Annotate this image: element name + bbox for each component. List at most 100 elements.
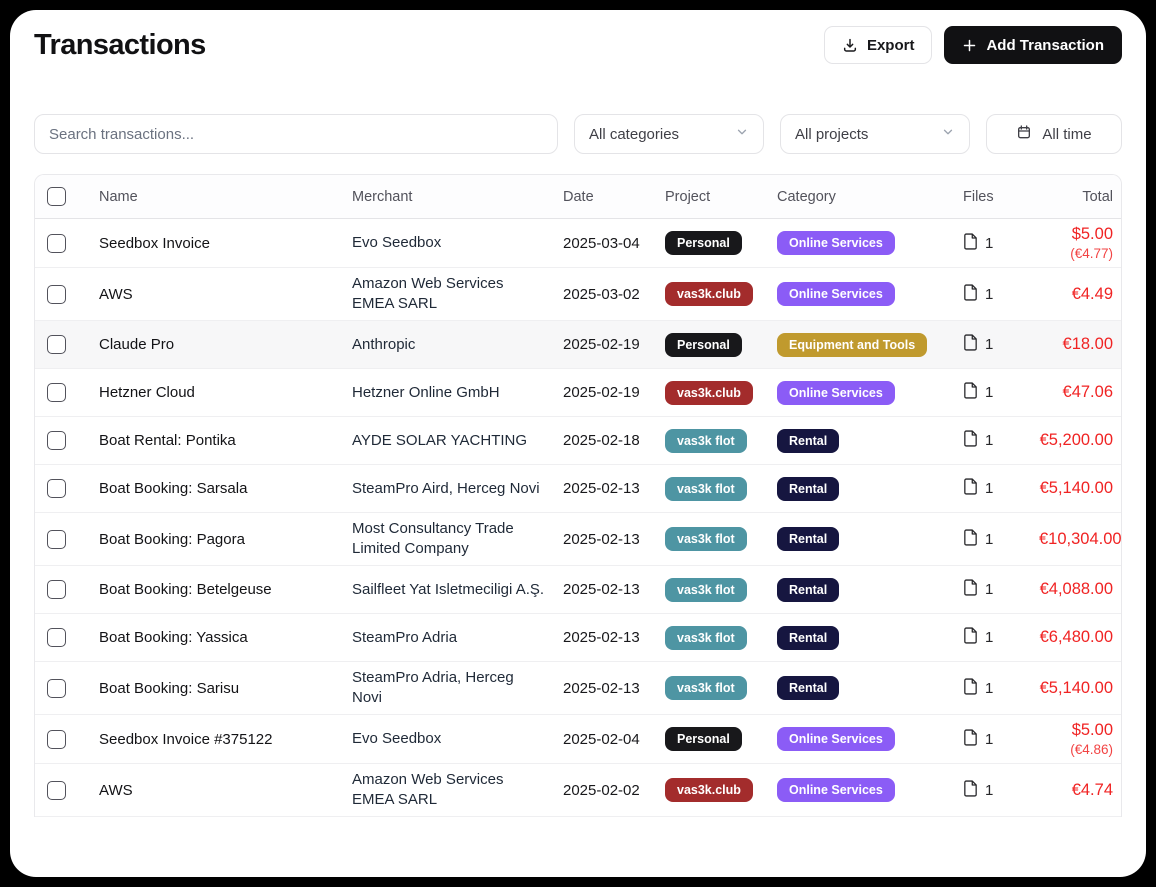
table-row[interactable]: AWS Amazon Web Services EMEA SARL 2025-0… — [35, 764, 1121, 817]
table-row[interactable]: Hetzner Cloud Hetzner Online GmbH 2025-0… — [35, 369, 1121, 417]
category-badge: Online Services — [777, 727, 895, 751]
categories-select[interactable]: All categories — [574, 114, 764, 154]
plus-icon — [962, 38, 977, 53]
transaction-merchant: Anthropic — [352, 335, 416, 353]
total-amount: €4.49 — [1071, 284, 1113, 303]
row-checkbox[interactable] — [47, 479, 66, 498]
transaction-date: 2025-02-19 — [563, 384, 640, 401]
download-icon — [842, 37, 858, 53]
project-badge: vas3k flot — [665, 476, 747, 501]
row-checkbox[interactable] — [47, 780, 66, 800]
row-checkbox[interactable] — [47, 284, 66, 304]
files-cell: 1 — [963, 728, 1039, 750]
transaction-total: $5.00 (€4.86) — [1039, 721, 1121, 757]
table-row[interactable]: Boat Booking: Pagora Most Consultancy Tr… — [35, 513, 1121, 566]
transaction-total: $5.00 (€4.77) — [1039, 225, 1121, 261]
transaction-merchant: Evo Seedbox — [352, 730, 442, 747]
page-header: Transactions Export Add Transaction — [34, 26, 1122, 64]
category-badge: Online Services — [777, 282, 895, 306]
files-cell: 1 — [963, 579, 1039, 600]
transaction-total: €5,200.00 — [1039, 431, 1121, 450]
category-badge: Rental — [777, 676, 840, 700]
row-checkbox[interactable] — [47, 233, 66, 253]
add-transaction-button[interactable]: Add Transaction — [944, 26, 1122, 64]
files-count: 1 — [985, 432, 994, 449]
category-badge: Online Services — [777, 231, 895, 255]
transaction-name: Claude Pro — [99, 336, 175, 353]
table-row[interactable]: Boat Booking: Betelgeuse Sailfleet Yat I… — [35, 566, 1121, 614]
transaction-date: 2025-02-13 — [563, 530, 640, 548]
table-row[interactable]: Seedbox Invoice Evo Seedbox 2025-03-04 P… — [35, 219, 1121, 268]
transaction-date: 2025-02-13 — [563, 629, 640, 646]
row-checkbox[interactable] — [47, 383, 66, 402]
table-row[interactable]: Boat Rental: Pontika AYDE SOLAR YACHTING… — [35, 417, 1121, 465]
transaction-total: €5,140.00 — [1039, 479, 1121, 498]
transaction-total: €4,088.00 — [1039, 580, 1121, 599]
filters-bar: All categories All projects All time — [34, 114, 1122, 154]
project-badge: vas3k flot — [665, 428, 747, 453]
transaction-merchant: SteamPro Adria, Herceg Novi — [352, 669, 514, 706]
project-badge: Personal — [665, 727, 742, 751]
file-icon — [963, 677, 978, 699]
search-input[interactable] — [34, 114, 558, 154]
transactions-table: Name Merchant Date Project Category File… — [34, 174, 1122, 817]
export-button[interactable]: Export — [823, 26, 933, 64]
files-cell: 1 — [963, 478, 1039, 499]
projects-select-value: All projects — [795, 125, 869, 143]
transaction-name: AWS — [99, 781, 133, 799]
row-checkbox[interactable] — [47, 628, 66, 647]
table-row[interactable]: AWS Amazon Web Services EMEA SARL 2025-0… — [35, 268, 1121, 321]
category-badge: Rental — [777, 428, 840, 453]
total-amount: $5.00 — [1071, 225, 1113, 243]
table-body: Seedbox Invoice Evo Seedbox 2025-03-04 P… — [35, 219, 1121, 817]
category-badge: Rental — [777, 476, 840, 501]
file-icon — [963, 430, 978, 451]
project-badge: Personal — [665, 231, 742, 255]
total-amount: €5,140.00 — [1039, 479, 1113, 497]
files-count: 1 — [985, 629, 994, 646]
file-icon — [963, 382, 978, 403]
files-count: 1 — [985, 781, 994, 799]
row-checkbox[interactable] — [47, 580, 66, 599]
row-checkbox[interactable] — [47, 678, 66, 698]
total-amount: €5,140.00 — [1039, 678, 1113, 697]
row-checkbox[interactable] — [47, 335, 66, 354]
transaction-name: Hetzner Cloud — [99, 384, 195, 401]
files-count: 1 — [985, 530, 994, 548]
row-checkbox[interactable] — [47, 431, 66, 450]
table-row[interactable]: Boat Booking: Sarisu SteamPro Adria, Her… — [35, 662, 1121, 715]
transaction-date: 2025-03-04 — [563, 234, 640, 252]
categories-select-value: All categories — [589, 125, 680, 143]
export-button-label: Export — [866, 36, 915, 54]
transaction-merchant: Hetzner Online GmbH — [352, 383, 500, 401]
date-range-button[interactable]: All time — [986, 114, 1122, 154]
table-row[interactable]: Seedbox Invoice #375122 Evo Seedbox 2025… — [35, 715, 1121, 764]
file-icon — [963, 334, 978, 355]
transaction-total: €5,140.00 — [1039, 679, 1121, 698]
files-cell: 1 — [963, 382, 1039, 403]
transaction-name: Boat Booking: Pagora — [99, 530, 245, 548]
transaction-date: 2025-03-02 — [563, 285, 640, 303]
transaction-merchant: SteamPro Adria — [352, 628, 458, 646]
table-row[interactable]: Boat Booking: Yassica SteamPro Adria 202… — [35, 614, 1121, 662]
transaction-total: €10,304.00 — [1039, 530, 1121, 549]
project-badge: vas3k.club — [665, 282, 753, 306]
project-badge: vas3k.club — [665, 380, 753, 405]
projects-select[interactable]: All projects — [780, 114, 970, 154]
files-cell: 1 — [963, 779, 1039, 801]
row-checkbox[interactable] — [47, 729, 66, 749]
files-cell: 1 — [963, 677, 1039, 699]
total-amount: €4,088.00 — [1039, 580, 1113, 598]
column-header-files: Files — [963, 188, 994, 205]
project-badge: vas3k flot — [665, 625, 747, 650]
row-checkbox[interactable] — [47, 529, 66, 549]
category-badge: Rental — [777, 577, 840, 602]
transaction-name: Boat Booking: Betelgeuse — [99, 581, 272, 598]
transaction-name: Boat Rental: Pontika — [99, 432, 236, 449]
select-all-checkbox[interactable] — [47, 187, 66, 206]
file-icon — [963, 728, 978, 750]
project-badge: vas3k flot — [665, 527, 747, 551]
table-row[interactable]: Claude Pro Anthropic 2025-02-19 Personal… — [35, 321, 1121, 369]
table-row[interactable]: Boat Booking: Sarsala SteamPro Aird, Her… — [35, 465, 1121, 513]
files-count: 1 — [985, 581, 994, 598]
